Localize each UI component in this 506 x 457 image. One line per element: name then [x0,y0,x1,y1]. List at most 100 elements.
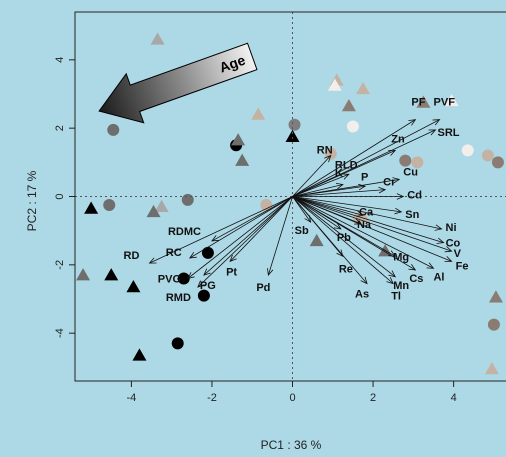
data-point-circle [181,193,194,206]
points-layer [76,32,504,375]
loading-zn: Zn [292,133,405,197]
x-axis-label: PC1 : 36 % [261,438,322,452]
loading-cs: Cs [292,196,423,285]
loading-sb: Sb [292,196,312,237]
loading-arrow-head [408,119,417,126]
loading-arrow-head [187,272,195,280]
y-tick-label: -4 [54,328,66,338]
loading-arrow-head [426,262,435,269]
loading-p: P [292,171,368,197]
data-point-circle [346,120,359,133]
loading-arrow-shaft [292,119,440,197]
loading-arrow-head [396,193,405,200]
y-tick-label: 4 [54,57,66,63]
loading-arrow-head [341,173,350,180]
loading-tl: Tl [292,196,401,303]
loading-pvg: PVG [158,196,293,286]
x-tick-label: 4 [451,392,457,404]
loading-label: Mn [393,280,409,292]
loading-label: Sb [295,225,309,237]
loading-arrow-head [386,277,394,285]
data-point-circle [103,199,116,212]
loading-cr: Cr [292,177,396,197]
data-point-triangle [150,32,165,45]
age-annotation: Age [98,42,258,124]
loading-arrow-shaft [292,185,366,197]
data-point-circle [461,144,474,157]
data-point-circle [487,318,500,331]
loading-label: Na [357,219,372,231]
loading-arrow-head [432,119,441,126]
loading-al: Al [292,196,444,283]
loading-sn: Sn [292,196,420,221]
loading-arrow-head [358,183,366,191]
loading-srl: SRL [292,127,460,197]
loading-arrow-shaft [292,173,350,197]
loading-arrow-head [188,252,197,259]
x-tick-label: -2 [207,392,217,404]
loading-arrow-head [436,237,445,244]
data-point-circle [201,246,214,259]
loading-arrow-shaft [292,196,396,278]
data-point-circle [491,156,504,169]
loading-v: V [292,196,462,260]
loading-arrow-shaft [292,196,452,262]
loading-arrow-shaft [292,196,452,252]
loading-arrow-head [229,254,237,263]
loading-arrow-shaft [292,196,402,213]
loading-arrow-shaft [197,196,293,288]
loading-arrow-shaft [292,196,444,244]
loading-arrow-head [211,235,219,242]
loading-rd: RD [124,196,293,264]
loading-label: As [355,289,369,301]
loading-label: RMD [166,292,191,304]
loading-arrow-head [388,149,397,156]
loading-arrow-head [378,186,387,194]
loading-arrow-shaft [149,196,293,264]
loading-label: P [361,171,368,183]
data-point-circle [177,272,190,285]
loading-pd: Pd [256,196,293,294]
data-point-circle [171,337,184,350]
loading-arrow-head [388,250,397,257]
loading-arrow-head [148,257,157,264]
loading-arrow-shaft [292,196,342,230]
loading-mn: Mn [292,196,409,292]
loading-arrow-shaft [189,196,293,259]
loading-as: As [292,196,369,301]
data-point-triangle [309,233,324,247]
data-point-circle [411,156,424,169]
loading-arrow-head [356,210,364,217]
loading-label: Al [433,271,444,283]
loading-label: Re [339,263,353,275]
loading-arrow-head [428,129,437,136]
loading-label: V [454,248,462,260]
loading-arrow-shaft [203,196,293,276]
loading-arrow-head [267,268,274,277]
data-point-triangle [285,129,300,142]
loading-arrow-head [444,246,453,253]
data-point-circle [288,118,301,131]
age-arrow-shape [98,42,258,124]
data-point-circle [197,289,210,302]
data-point-triangle [231,133,246,146]
loading-arrow-head [335,182,344,190]
loading-label: Cu [403,166,418,178]
loading-cd: Cd [292,190,422,202]
y-tick-label: 2 [54,125,66,131]
loading-arrow-shaft [292,196,394,284]
data-point-triangle [416,95,431,108]
loading-arrow-shaft [292,196,416,271]
loading-arrow-shaft [292,196,311,223]
loading-rdmc: RDMC [168,196,293,242]
loading-pt: Pt [226,196,293,278]
y-tick-label: -2 [54,260,66,270]
loading-label: Ni [446,222,457,234]
loading-arrow-head [324,154,332,163]
loading-arrow-head [434,224,443,231]
loading-arrow-head [333,222,342,230]
loading-ni: Ni [292,196,457,234]
loading-label: Pd [256,282,270,294]
loading-label: K [335,168,343,180]
loading-pvf: PVF [292,97,455,197]
